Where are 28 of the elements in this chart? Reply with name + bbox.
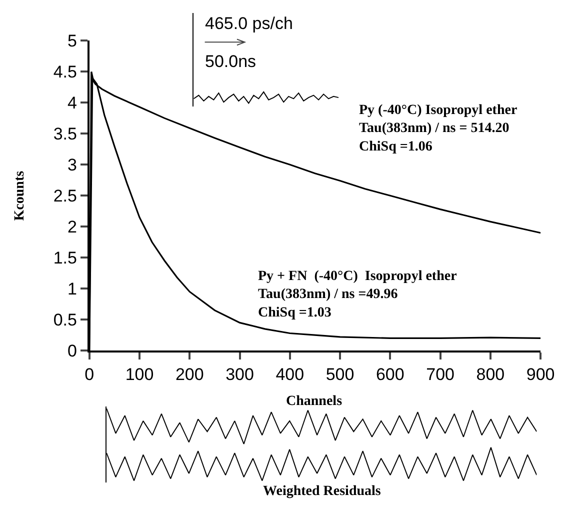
x-tick-label: 600 [376, 365, 404, 384]
y-tick-label: 0 [67, 342, 77, 361]
annotation: Py + FN (-40°C) Isopropyl ether Tau(383nm) / ns =49.96 ChiSq =1.03 [258, 269, 457, 320]
x-tick-label: 900 [526, 365, 555, 384]
y-tick-label: 3.5 [53, 124, 77, 144]
y-tick-label: 4 [67, 94, 77, 113]
x-tick-label: 800 [476, 365, 505, 384]
x-tick-label: 100 [125, 365, 154, 384]
y-tick-label: 1 [67, 280, 77, 299]
annotation: 50.0ns [205, 52, 256, 71]
y-tick-label: 0.5 [53, 310, 77, 330]
y-tick-label: 2.5 [53, 186, 77, 206]
y-tick-label: 5 [67, 32, 77, 51]
x-tick-label: 200 [175, 365, 204, 384]
y-tick-label: 3 [67, 156, 77, 175]
y-tick-label: 4.5 [53, 62, 77, 82]
x-tick-label: 500 [326, 365, 354, 384]
x-tick-label: 400 [276, 365, 304, 384]
annotation: Py (-40°C) Isopropyl ether Tau(383nm) / ns = 514.20 ChiSq =1.06 [359, 103, 518, 154]
x-tick-label: 700 [426, 365, 454, 384]
x-axis-title: Weighted Residuals [263, 484, 382, 499]
y-tick-label: 1.5 [53, 248, 77, 268]
y-axis-title: Kcounts [12, 170, 28, 221]
text: 465.0 ps/ch [205, 14, 293, 33]
x-axis-title: Channels [286, 394, 343, 409]
x-tick-label: 0 [84, 365, 94, 384]
y-tick-label: 2 [67, 218, 77, 237]
x-tick-label: 300 [226, 365, 254, 384]
